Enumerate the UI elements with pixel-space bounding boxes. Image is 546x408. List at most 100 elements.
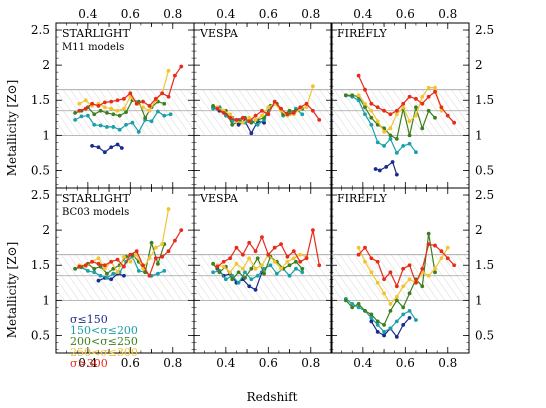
data-point bbox=[172, 73, 177, 78]
data-point bbox=[228, 270, 232, 275]
data-point bbox=[285, 112, 290, 117]
data-point bbox=[247, 284, 252, 289]
data-point bbox=[266, 112, 271, 117]
data-point bbox=[147, 103, 152, 108]
x-tick-label: 0.6 bbox=[259, 356, 278, 370]
data-point bbox=[105, 275, 109, 280]
data-point bbox=[136, 129, 141, 134]
data-point bbox=[255, 273, 260, 278]
data-point bbox=[394, 112, 399, 117]
data-point bbox=[243, 270, 247, 275]
data-point bbox=[109, 106, 114, 111]
data-point bbox=[124, 122, 128, 127]
data-point bbox=[394, 334, 399, 339]
data-point bbox=[160, 242, 165, 247]
data-point bbox=[236, 280, 241, 285]
data-point bbox=[350, 93, 355, 98]
data-point bbox=[105, 125, 109, 129]
data-point bbox=[77, 264, 82, 269]
data-point bbox=[128, 252, 133, 257]
panel-3: 0.5 1 1.5 2 2.5 0.4 0.6 0.8 FIREFLY bbox=[330, 7, 494, 189]
data-point bbox=[122, 96, 126, 101]
data-point bbox=[109, 277, 114, 282]
data-point bbox=[377, 168, 382, 173]
data-point bbox=[122, 264, 126, 269]
data-point bbox=[304, 105, 309, 110]
data-point bbox=[394, 298, 399, 303]
data-point bbox=[350, 305, 355, 310]
data-point bbox=[134, 101, 139, 106]
data-point bbox=[274, 271, 279, 276]
data-point bbox=[384, 165, 389, 169]
data-point bbox=[394, 136, 399, 141]
data-point bbox=[291, 256, 296, 261]
data-point bbox=[73, 266, 78, 271]
data-point bbox=[143, 115, 148, 120]
data-point bbox=[304, 256, 309, 261]
panel-title: VESPA bbox=[199, 27, 239, 40]
data-point bbox=[117, 127, 122, 132]
data-point bbox=[83, 98, 88, 103]
data-point bbox=[111, 112, 116, 117]
data-point bbox=[128, 259, 133, 264]
data-point bbox=[262, 271, 266, 276]
data-point bbox=[111, 125, 116, 129]
data-point bbox=[414, 113, 418, 118]
data-point bbox=[266, 105, 271, 110]
legend-entry: 200<σ≤250 bbox=[70, 335, 138, 348]
data-point bbox=[211, 261, 216, 266]
data-point bbox=[249, 131, 254, 136]
data-point bbox=[115, 108, 120, 113]
data-point bbox=[134, 249, 139, 254]
data-point bbox=[369, 108, 374, 113]
data-point bbox=[407, 141, 412, 146]
data-point bbox=[215, 264, 220, 269]
data-point bbox=[300, 112, 305, 117]
data-point bbox=[298, 105, 303, 110]
data-point bbox=[414, 150, 418, 155]
data-point bbox=[382, 333, 386, 338]
data-point bbox=[115, 270, 120, 275]
data-point bbox=[407, 308, 412, 313]
data-point bbox=[156, 261, 160, 266]
y-tick-label: 2.5 bbox=[475, 23, 494, 37]
data-point bbox=[240, 266, 245, 271]
x-tick-label: 0.8 bbox=[301, 7, 320, 21]
data-point bbox=[223, 277, 228, 282]
data-point bbox=[272, 259, 277, 264]
data-point bbox=[426, 273, 431, 278]
panel-title: VESPA bbox=[199, 192, 239, 205]
data-point bbox=[433, 266, 437, 271]
data-point bbox=[401, 312, 406, 317]
data-point bbox=[234, 245, 239, 250]
data-point bbox=[96, 256, 101, 261]
data-point bbox=[211, 103, 216, 108]
data-point bbox=[115, 257, 120, 262]
data-point bbox=[77, 101, 82, 106]
data-point bbox=[388, 136, 393, 141]
series-line bbox=[74, 110, 171, 133]
data-point bbox=[394, 319, 399, 324]
data-point bbox=[253, 266, 258, 271]
data-point bbox=[77, 108, 82, 113]
data-point bbox=[294, 266, 298, 271]
data-point bbox=[310, 84, 315, 89]
data-point bbox=[92, 122, 97, 127]
data-point bbox=[73, 110, 78, 115]
data-point bbox=[243, 275, 247, 280]
data-point bbox=[255, 122, 260, 127]
data-point bbox=[240, 115, 245, 120]
data-point bbox=[363, 245, 367, 250]
data-point bbox=[234, 117, 239, 122]
data-point bbox=[253, 117, 258, 122]
data-point bbox=[268, 263, 273, 268]
data-point bbox=[102, 105, 107, 110]
data-point bbox=[350, 301, 355, 306]
data-point bbox=[310, 108, 315, 113]
data-point bbox=[136, 268, 141, 273]
data-point bbox=[394, 108, 399, 113]
data-point bbox=[369, 319, 374, 324]
legend-entry: 250<σ≤300 bbox=[70, 346, 138, 359]
data-point bbox=[230, 122, 235, 127]
